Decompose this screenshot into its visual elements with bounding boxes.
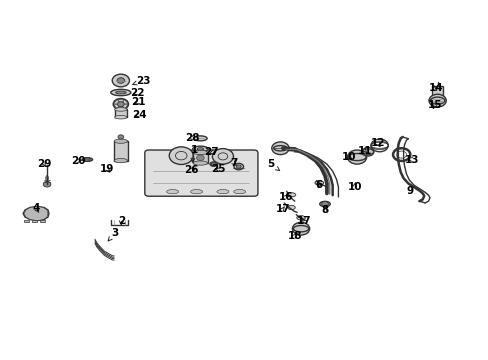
Text: 12: 12	[370, 138, 384, 148]
Ellipse shape	[287, 206, 295, 210]
Ellipse shape	[197, 148, 203, 150]
Ellipse shape	[193, 136, 207, 141]
Text: 17: 17	[275, 204, 289, 214]
Ellipse shape	[319, 201, 329, 207]
Ellipse shape	[192, 146, 208, 152]
Circle shape	[362, 148, 373, 156]
Ellipse shape	[114, 158, 127, 163]
FancyBboxPatch shape	[144, 150, 257, 196]
Text: 19: 19	[100, 164, 114, 174]
Polygon shape	[113, 104, 121, 109]
Text: 14: 14	[428, 82, 443, 93]
Text: 29: 29	[37, 159, 51, 169]
Text: 25: 25	[210, 165, 225, 174]
Polygon shape	[113, 99, 121, 104]
Ellipse shape	[114, 108, 127, 111]
Circle shape	[117, 102, 124, 107]
Text: 6: 6	[314, 180, 322, 190]
Text: 28: 28	[185, 133, 200, 143]
Circle shape	[117, 78, 124, 83]
Polygon shape	[23, 207, 49, 221]
Circle shape	[43, 181, 51, 187]
Text: 4: 4	[32, 203, 40, 213]
Text: 21: 21	[131, 98, 145, 107]
Circle shape	[271, 142, 288, 154]
Text: 11: 11	[357, 146, 372, 156]
Polygon shape	[121, 104, 128, 109]
Circle shape	[169, 147, 193, 165]
Text: 8: 8	[321, 205, 328, 215]
Text: 7: 7	[230, 158, 237, 168]
Text: 10: 10	[341, 152, 355, 162]
Circle shape	[292, 222, 309, 235]
Text: 1: 1	[190, 145, 198, 162]
Ellipse shape	[217, 189, 228, 194]
Text: 17: 17	[296, 216, 310, 226]
Circle shape	[211, 162, 216, 166]
Text: 9: 9	[406, 186, 412, 196]
Ellipse shape	[193, 150, 207, 154]
Ellipse shape	[314, 181, 323, 185]
Text: 5: 5	[266, 159, 279, 171]
Text: 23: 23	[133, 76, 150, 86]
Text: 24: 24	[131, 110, 146, 120]
Polygon shape	[24, 207, 48, 221]
Circle shape	[428, 94, 446, 107]
Bar	[114, 109, 127, 117]
Text: 13: 13	[404, 154, 419, 165]
Circle shape	[212, 149, 233, 164]
Polygon shape	[117, 104, 124, 109]
Circle shape	[84, 157, 90, 162]
Ellipse shape	[166, 189, 178, 194]
Bar	[24, 220, 29, 222]
Ellipse shape	[286, 193, 295, 197]
Text: 27: 27	[204, 148, 219, 157]
Bar	[431, 86, 442, 96]
Bar	[32, 220, 37, 222]
Circle shape	[118, 135, 123, 139]
Polygon shape	[117, 99, 124, 104]
Ellipse shape	[114, 116, 127, 119]
Circle shape	[347, 150, 366, 164]
Circle shape	[321, 202, 328, 207]
Bar	[193, 153, 207, 163]
Circle shape	[196, 155, 204, 161]
Text: 26: 26	[184, 165, 199, 175]
Ellipse shape	[209, 162, 217, 166]
Ellipse shape	[233, 189, 245, 194]
Text: 18: 18	[287, 231, 302, 241]
Ellipse shape	[115, 91, 126, 94]
Ellipse shape	[45, 176, 48, 181]
Ellipse shape	[111, 89, 131, 96]
Bar	[40, 220, 44, 222]
Text: 2: 2	[118, 216, 125, 226]
Text: 16: 16	[278, 192, 293, 202]
Polygon shape	[121, 99, 128, 104]
Ellipse shape	[114, 139, 127, 143]
Text: 20: 20	[71, 156, 85, 166]
Text: 15: 15	[427, 100, 441, 110]
Ellipse shape	[193, 161, 207, 165]
Ellipse shape	[296, 216, 305, 220]
Ellipse shape	[190, 189, 202, 194]
Text: 3: 3	[108, 228, 119, 241]
Ellipse shape	[236, 165, 241, 168]
Text: 10: 10	[347, 182, 361, 192]
Bar	[114, 141, 127, 161]
Ellipse shape	[233, 163, 243, 170]
Text: 22: 22	[130, 87, 144, 98]
Ellipse shape	[82, 158, 92, 161]
Circle shape	[112, 74, 129, 87]
